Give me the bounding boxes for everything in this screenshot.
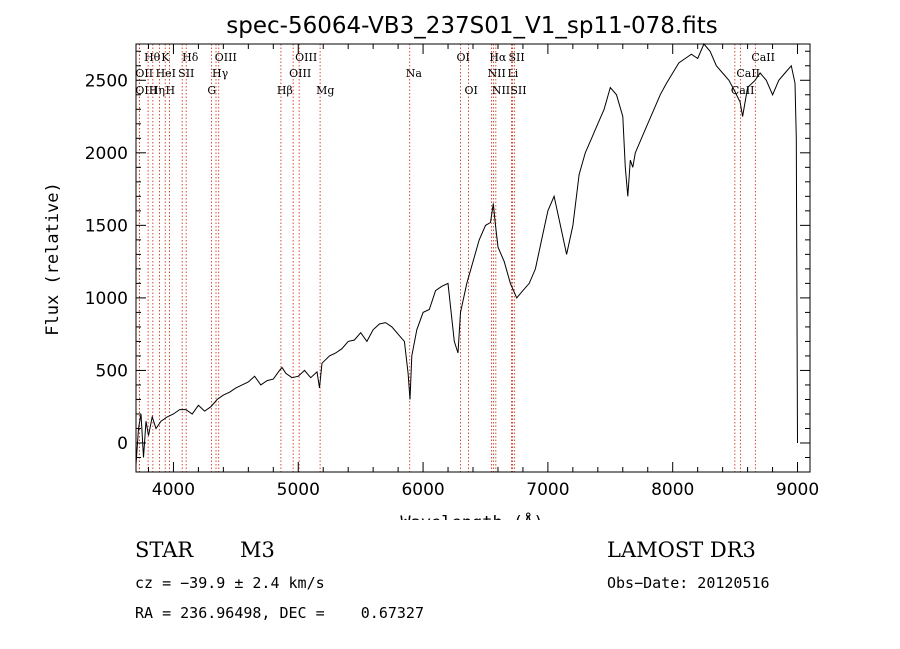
line-marker-label: Li — [507, 67, 518, 80]
x-tick-label: 7000 — [526, 480, 569, 500]
line-marker-label: K — [161, 51, 170, 64]
y-tick-label: 1500 — [85, 216, 128, 236]
line-marker-label: Hα — [489, 51, 507, 64]
spectrum-chart: spec-56064-VB3_237S01_V1_sp11-078.fits H… — [43, 13, 819, 520]
line-markers — [138, 44, 756, 472]
spectrum-line — [135, 43, 798, 465]
line-marker-label: SII — [178, 67, 194, 80]
line-marker-label: OIII — [215, 51, 237, 64]
line-marker-labels: HθOIIOIIIHηHeIKHSIIHδGHγOIIIHβOIIIOIIIMg… — [135, 51, 775, 97]
line-marker-label: HeI — [156, 67, 176, 80]
line-marker-label: OIII — [295, 51, 317, 64]
line-marker-label: CaII — [731, 84, 755, 97]
x-tick-label: 6000 — [401, 480, 444, 500]
line-marker-label: Hδ — [182, 51, 199, 64]
plot-frame — [135, 43, 811, 473]
redshift-velocity: cz = −39.9 ± 2.4 km/s — [135, 574, 325, 592]
coordinates: RA = 236.96498, DEC = 0.67327 — [135, 604, 424, 622]
line-marker-label: H — [165, 84, 175, 97]
x-tick-label: 5000 — [277, 480, 320, 500]
line-marker-label: SII — [510, 84, 526, 97]
line-marker-label: Na — [406, 67, 423, 80]
line-marker-label: NII — [492, 84, 510, 97]
x-axis-label: Wavelength (Å) — [400, 511, 543, 520]
line-marker-label: OIII — [289, 67, 311, 80]
line-marker-label: G — [207, 84, 216, 97]
x-tick-label: 9000 — [776, 480, 819, 500]
y-axis-ticks: 0 500 1000 1500 2000 2500 — [85, 50, 810, 458]
x-tick-label: 4000 — [152, 480, 195, 500]
observation-date: Obs−Date: 20120516 — [607, 574, 770, 592]
line-marker-label: CaII — [736, 67, 760, 80]
y-tick-label: 1000 — [85, 289, 128, 309]
line-marker-label: OI — [457, 51, 470, 64]
y-axis-label: Flux (relative) — [43, 182, 63, 336]
y-tick-label: 2500 — [85, 71, 128, 91]
line-marker-label: CaII — [751, 51, 775, 64]
survey-name: LAMOST DR3 — [607, 538, 756, 562]
line-marker-label: OIII — [135, 84, 157, 97]
y-tick-label: 500 — [96, 361, 128, 381]
line-marker-label: SII — [508, 51, 524, 64]
y-tick-label: 0 — [117, 434, 128, 454]
line-marker-label: OII — [135, 67, 153, 80]
object-class: STAR — [135, 538, 194, 562]
line-marker-label: NII — [487, 67, 505, 80]
x-tick-label: 8000 — [651, 480, 694, 500]
line-marker-label: Mg — [316, 84, 334, 97]
line-marker-label: Hγ — [212, 67, 229, 80]
object-subclass: M3 — [240, 538, 275, 562]
line-marker-label: OI — [465, 84, 478, 97]
chart-title: spec-56064-VB3_237S01_V1_sp11-078.fits — [226, 13, 717, 39]
x-axis-ticks: 4000 5000 6000 7000 8000 9000 — [147, 44, 819, 500]
line-marker-label: Hβ — [277, 84, 293, 97]
y-tick-label: 2000 — [85, 144, 128, 164]
line-marker-label: Hθ — [144, 51, 161, 64]
line-marker-label: Hη — [149, 84, 165, 97]
